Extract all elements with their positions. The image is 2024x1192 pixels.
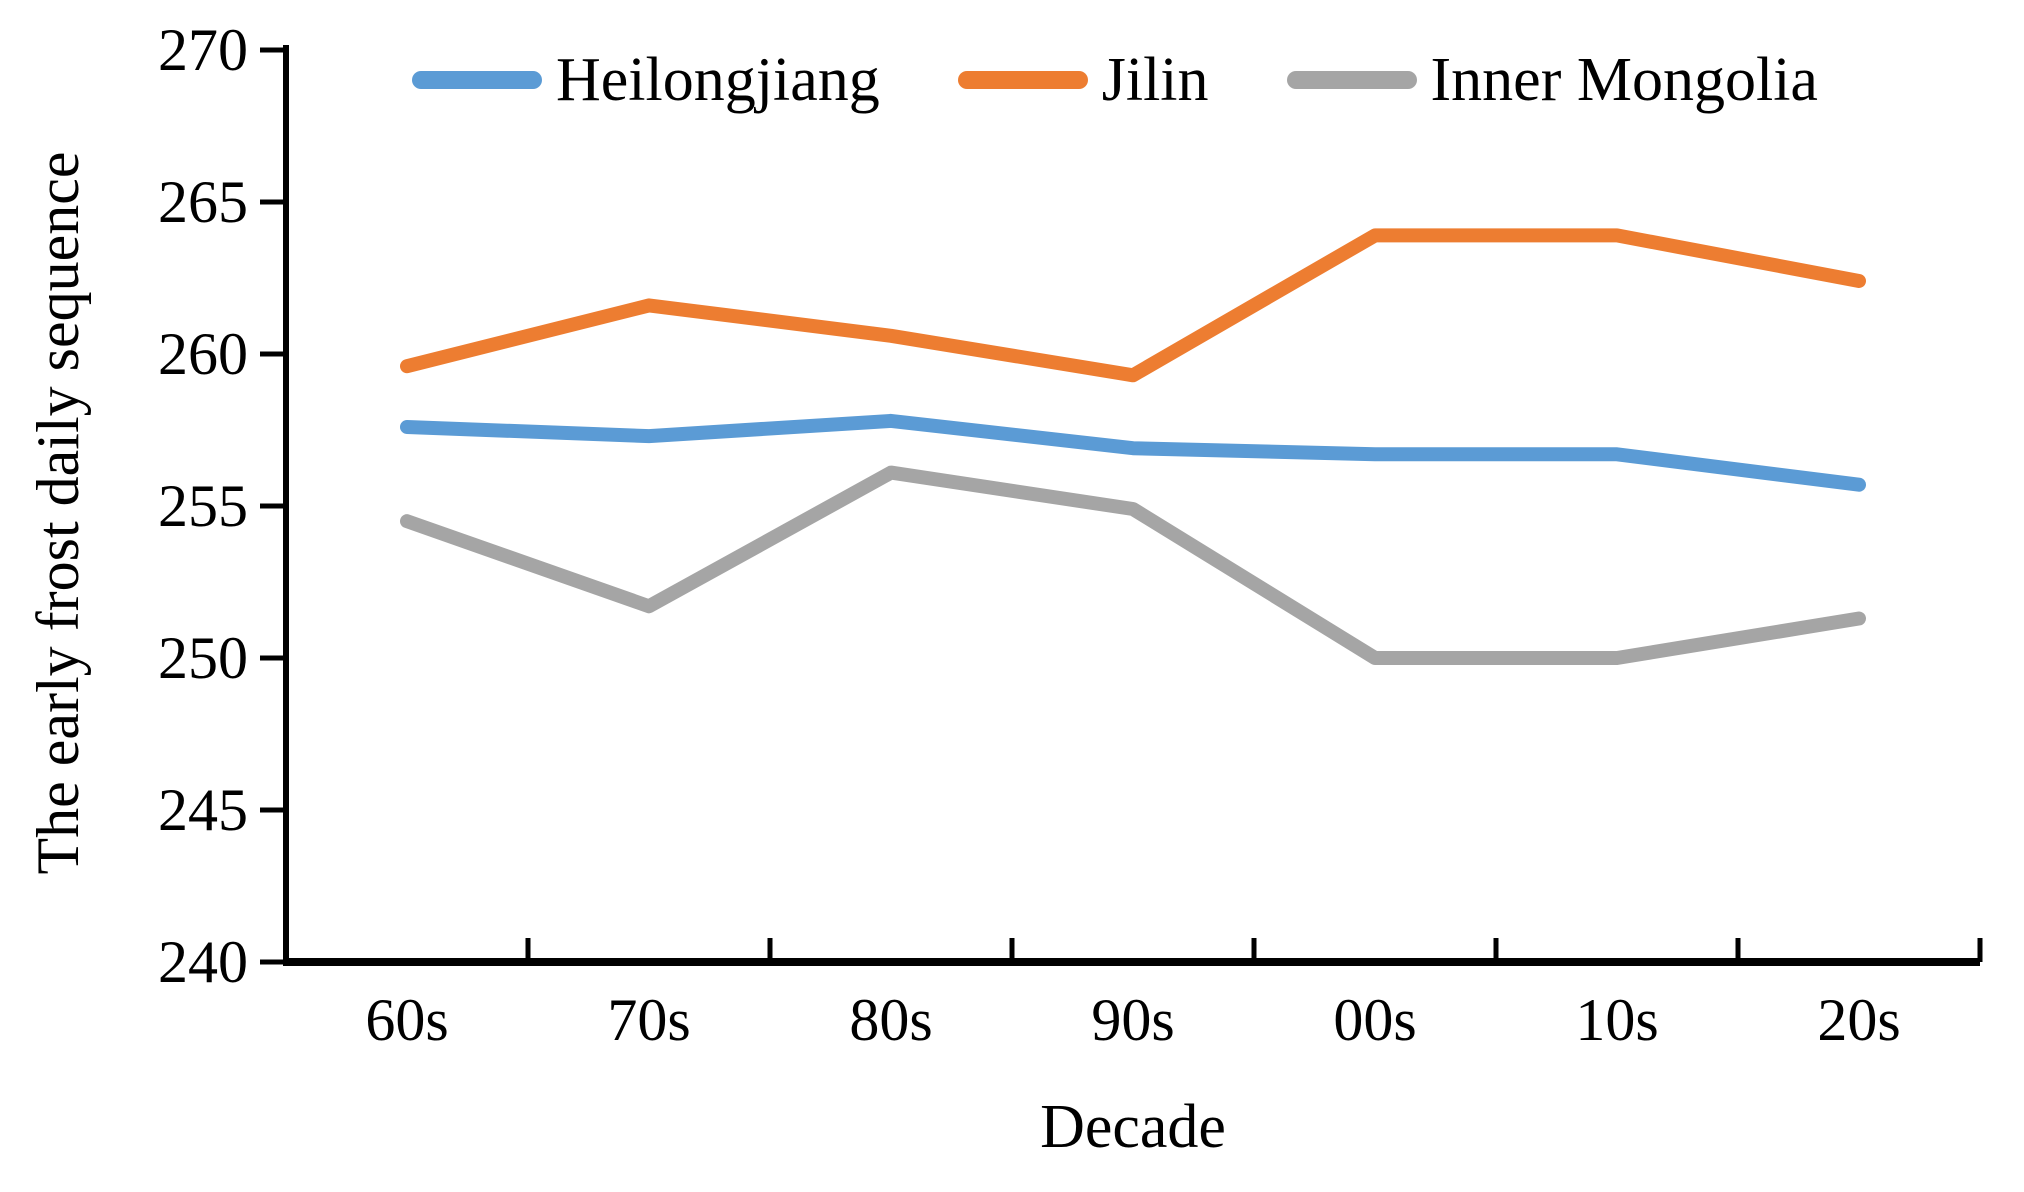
legend-swatch-jilin xyxy=(957,71,1088,89)
y-tick-label: 250 xyxy=(158,625,248,691)
x-tick-label: 60s xyxy=(365,987,449,1053)
y-tick-label: 265 xyxy=(158,169,248,235)
y-axis-title: The early frost daily sequence xyxy=(25,151,91,875)
x-tick-label: 00s xyxy=(1333,987,1417,1053)
legend-swatch-inner-mongolia xyxy=(1286,71,1417,89)
legend-label-heilongjiang: Heilongjiang xyxy=(556,46,880,114)
y-tick-label: 255 xyxy=(158,473,248,539)
x-axis-title: Decade xyxy=(1040,1093,1226,1161)
y-tick-label: 240 xyxy=(158,929,248,995)
x-tick-label: 20s xyxy=(1817,987,1901,1053)
y-tick-label: 260 xyxy=(158,321,248,387)
y-tick-label: 245 xyxy=(158,777,248,843)
y-tick-label: 270 xyxy=(158,17,248,83)
legend-label-jilin: Jilin xyxy=(1101,46,1209,114)
legend-label-inner-mongolia: Inner Mongolia xyxy=(1430,46,1818,114)
x-tick-label: 70s xyxy=(607,987,691,1053)
legend-item-heilongjiang: Heilongjiang xyxy=(412,49,880,111)
legend-swatch-heilongjiang xyxy=(412,71,542,89)
x-tick-label: 80s xyxy=(849,987,933,1053)
legend-item-jilin: Jilin xyxy=(957,46,1209,114)
x-tick-label: 90s xyxy=(1091,987,1175,1053)
legend-item-inner-mongolia: Inner Mongolia xyxy=(1286,46,1818,114)
x-tick-label: 10s xyxy=(1575,987,1659,1053)
legend: Heilongjiang Jilin Inner Mongolia xyxy=(412,38,1818,122)
